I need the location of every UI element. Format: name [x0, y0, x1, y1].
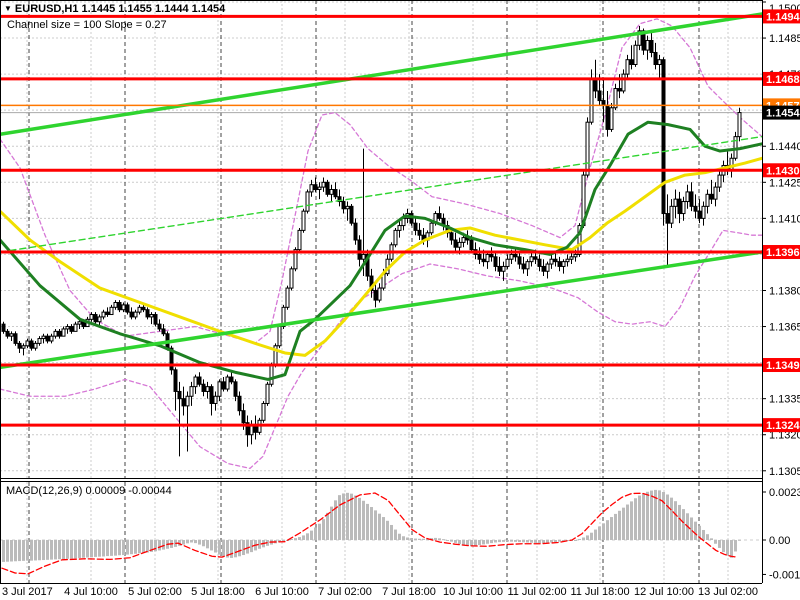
svg-text:1.1320: 1.1320: [769, 430, 800, 442]
svg-text:1.1410: 1.1410: [769, 213, 800, 225]
svg-text:1.1324: 1.1324: [766, 420, 800, 432]
svg-text:1.1468: 1.1468: [766, 74, 800, 86]
svg-text:-0.00165: -0.00165: [769, 569, 800, 581]
svg-text:1.1396: 1.1396: [766, 247, 800, 259]
svg-text:0.0023: 0.0023: [769, 487, 800, 499]
svg-text:1.1305: 1.1305: [769, 466, 800, 478]
svg-text:4 Jul 10:00: 4 Jul 10:00: [64, 586, 118, 598]
macd-axis: 0.0023 0.00 -0.00165: [762, 487, 800, 581]
svg-text:1.1485: 1.1485: [769, 33, 800, 45]
macd-signal-line: [1, 492, 738, 575]
svg-text:10 Jul 10:00: 10 Jul 10:00: [443, 586, 503, 598]
svg-text:1.1425: 1.1425: [769, 177, 800, 189]
svg-text:13 Jul 02:00: 13 Jul 02:00: [698, 586, 758, 598]
candlesticks-layer: [1, 26, 742, 457]
price-axis: 1.15001.14851.14701.14551.14401.14251.14…: [762, 0, 800, 600]
svg-text:1.1349: 1.1349: [766, 360, 800, 372]
svg-text:5 Jul 02:00: 5 Jul 02:00: [128, 586, 182, 598]
svg-text:7 Jul 02:00: 7 Jul 02:00: [318, 586, 372, 598]
svg-text:1.1380: 1.1380: [769, 285, 800, 297]
pane-borders: [0, 0, 800, 584]
svg-text:7 Jul 18:00: 7 Jul 18:00: [382, 586, 436, 598]
ma-fast-green: [0, 120, 764, 381]
svg-text:0.00: 0.00: [769, 535, 790, 547]
svg-text:5 Jul 18:00: 5 Jul 18:00: [191, 586, 245, 598]
svg-text:3 Jul 2017: 3 Jul 2017: [2, 586, 53, 598]
svg-text:1.1430: 1.1430: [766, 165, 800, 177]
trend-channel: [0, 12, 764, 370]
svg-text:1.1494: 1.1494: [766, 11, 800, 23]
svg-text:11 Jul 18:00: 11 Jul 18:00: [570, 586, 629, 598]
support-resistance-levels: [0, 14, 762, 427]
svg-text:1.1440: 1.1440: [769, 141, 800, 153]
svg-text:1.1335: 1.1335: [769, 394, 800, 406]
svg-text:1.1454: 1.1454: [766, 108, 800, 120]
macd-histogram: [2, 489, 741, 562]
time-axis: 3 Jul 2017 4 Jul 10:00 5 Jul 02:00 5 Jul 18…: [2, 586, 758, 598]
svg-text:6 Jul 10:00: 6 Jul 10:00: [255, 586, 309, 598]
svg-text:12 Jul 10:00: 12 Jul 10:00: [634, 586, 694, 598]
svg-text:11 Jul 02:00: 11 Jul 02:00: [507, 586, 566, 598]
ma-slow-yellow: [0, 156, 764, 357]
svg-text:1.1365: 1.1365: [769, 322, 800, 334]
